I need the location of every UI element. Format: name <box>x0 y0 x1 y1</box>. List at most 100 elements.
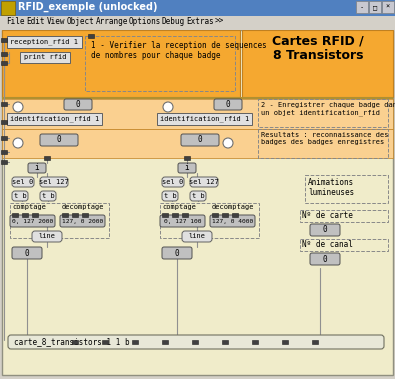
Bar <box>85 36 235 91</box>
Bar <box>356 1 368 13</box>
Bar <box>1 150 7 154</box>
Bar <box>162 213 168 217</box>
Text: identification_rfid 1: identification_rfid 1 <box>160 116 249 122</box>
Circle shape <box>13 102 23 112</box>
Bar <box>258 129 388 158</box>
Text: >>: >> <box>215 17 224 26</box>
Circle shape <box>223 138 233 148</box>
Text: Object: Object <box>67 17 94 26</box>
Text: comptage: comptage <box>12 204 46 210</box>
Bar <box>72 340 78 344</box>
Bar <box>20 52 70 63</box>
Text: sel 127: sel 127 <box>189 179 219 185</box>
Bar <box>2 99 393 129</box>
FancyBboxPatch shape <box>162 177 184 187</box>
Bar <box>12 213 18 217</box>
Bar <box>369 1 381 13</box>
Circle shape <box>163 102 173 112</box>
Bar <box>222 340 228 344</box>
Bar <box>7 36 82 48</box>
Text: 0: 0 <box>323 255 327 263</box>
Text: Cartes RFID /
8 Transistors: Cartes RFID / 8 Transistors <box>272 34 364 62</box>
Text: RFID_exemple (unlocked): RFID_exemple (unlocked) <box>18 2 158 12</box>
FancyBboxPatch shape <box>181 134 219 146</box>
Bar <box>382 1 394 13</box>
FancyBboxPatch shape <box>12 177 34 187</box>
FancyBboxPatch shape <box>40 177 68 187</box>
Bar <box>72 213 78 217</box>
Text: 0: 0 <box>198 136 202 144</box>
Text: t b: t b <box>41 193 55 199</box>
Text: Nº de canal: Nº de canal <box>302 240 353 249</box>
Bar <box>1 1 15 15</box>
Text: Resultats : reconnaissance des
badges des badges enregistres: Resultats : reconnaissance des badges de… <box>261 132 389 145</box>
Bar <box>160 203 259 238</box>
Text: i: i <box>185 163 189 172</box>
Text: 0: 0 <box>323 226 327 235</box>
Text: Edit: Edit <box>26 17 45 26</box>
FancyBboxPatch shape <box>162 247 192 259</box>
Text: □: □ <box>373 4 377 10</box>
Bar <box>192 340 198 344</box>
Bar <box>0 0 395 16</box>
Text: Debug: Debug <box>162 17 185 26</box>
Text: carte_8_transistors 1 1 b: carte_8_transistors 1 1 b <box>14 338 130 346</box>
Text: sel 127: sel 127 <box>39 179 69 185</box>
FancyBboxPatch shape <box>190 191 206 201</box>
Circle shape <box>13 138 23 148</box>
Text: t b: t b <box>13 193 26 199</box>
Bar <box>282 340 288 344</box>
Bar <box>32 213 38 217</box>
Bar <box>1 102 7 106</box>
Text: print rfid: print rfid <box>24 55 66 61</box>
Bar <box>2 30 240 97</box>
FancyBboxPatch shape <box>64 99 92 110</box>
Bar <box>82 213 88 217</box>
Text: decomptage: decomptage <box>212 204 254 210</box>
FancyBboxPatch shape <box>210 215 255 227</box>
Bar <box>300 210 388 222</box>
FancyBboxPatch shape <box>214 99 242 110</box>
FancyBboxPatch shape <box>10 215 55 227</box>
Text: t b: t b <box>192 193 204 199</box>
Text: 2 - Enregistrer chaque badge dans
un objet identification_rfid: 2 - Enregistrer chaque badge dans un obj… <box>261 102 395 116</box>
Text: 0, 127 2000: 0, 127 2000 <box>12 219 53 224</box>
Text: line: line <box>188 233 205 240</box>
Bar <box>182 213 188 217</box>
Bar <box>252 340 258 344</box>
Text: line: line <box>38 233 56 240</box>
Text: Options: Options <box>128 17 161 26</box>
Text: File: File <box>6 17 24 26</box>
Text: comptage: comptage <box>162 204 196 210</box>
Bar <box>1 61 7 65</box>
Text: -: - <box>360 4 364 10</box>
FancyBboxPatch shape <box>28 163 46 173</box>
Text: Extras: Extras <box>186 17 214 26</box>
Bar <box>44 156 50 160</box>
Text: sel 0: sel 0 <box>162 179 184 185</box>
Text: t b: t b <box>164 193 177 199</box>
Text: 0: 0 <box>57 136 61 144</box>
Bar <box>7 113 102 125</box>
FancyBboxPatch shape <box>310 253 340 265</box>
Text: identification_rfid 1: identification_rfid 1 <box>10 116 99 122</box>
FancyBboxPatch shape <box>40 134 78 146</box>
Bar <box>1 38 7 42</box>
Bar <box>305 175 388 203</box>
Text: 0: 0 <box>76 100 80 109</box>
Bar <box>300 239 388 251</box>
Text: 1 - Verifier la reception de sequences
de nombres pour chaque badge: 1 - Verifier la reception de sequences d… <box>91 41 267 60</box>
Bar <box>242 30 393 97</box>
Text: sel 0: sel 0 <box>12 179 34 185</box>
Bar <box>22 213 28 217</box>
Text: Arrange: Arrange <box>96 17 128 26</box>
FancyBboxPatch shape <box>160 215 205 227</box>
Bar <box>222 213 228 217</box>
FancyBboxPatch shape <box>60 215 105 227</box>
Bar <box>162 340 168 344</box>
Text: ×: × <box>386 4 390 10</box>
Bar <box>1 136 7 140</box>
Text: 127, 0 2000: 127, 0 2000 <box>62 219 103 224</box>
FancyBboxPatch shape <box>178 163 196 173</box>
Text: decomptage: decomptage <box>62 204 105 210</box>
